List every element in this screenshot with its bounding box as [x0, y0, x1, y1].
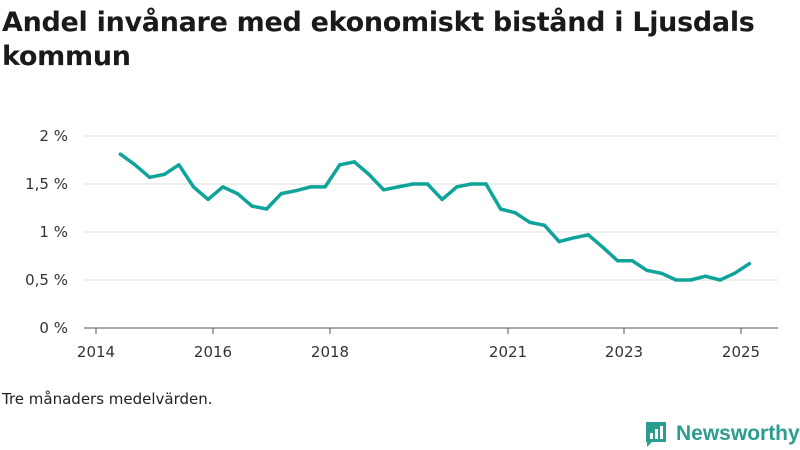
- y-tick-label: 0 %: [39, 319, 68, 337]
- data-point: [455, 185, 459, 189]
- y-tick-label: 1 %: [39, 223, 68, 241]
- data-point: [425, 182, 430, 186]
- data-point: [528, 220, 532, 225]
- chart-title: Andel invånare med ekonomiskt bistånd i …: [2, 7, 755, 72]
- data-point: [250, 204, 254, 208]
- brand-name: Newsworthy: [676, 422, 800, 445]
- y-tick-label: 1,5 %: [25, 175, 68, 193]
- data-point: [191, 185, 196, 189]
- newsworthy-logo-icon: [646, 422, 666, 447]
- data-point: [747, 262, 751, 266]
- data-point: [206, 197, 210, 202]
- x-tick-label: 2025: [722, 343, 760, 361]
- data-point: [367, 172, 371, 177]
- data-point: [411, 182, 415, 186]
- data-point: [440, 197, 444, 202]
- data-point: [323, 185, 327, 189]
- data-point: [630, 259, 634, 263]
- series-line: [118, 152, 752, 282]
- data-point: [513, 211, 517, 215]
- y-tick-label: 2 %: [39, 127, 68, 145]
- data-point: [601, 245, 605, 250]
- data-point: [221, 185, 225, 189]
- x-tick-label: 2014: [77, 343, 115, 361]
- data-point: [162, 172, 166, 177]
- data-point: [732, 271, 737, 275]
- data-point: [469, 182, 474, 186]
- data-point: [352, 160, 357, 164]
- data-point: [572, 236, 576, 240]
- x-tick-label: 2021: [489, 343, 527, 361]
- data-point: [689, 278, 693, 282]
- series-layer: [118, 152, 752, 282]
- data-point: [279, 191, 283, 196]
- y-axis: 0 % 0,5 % 1 % 1,5 % 2 %: [25, 127, 68, 337]
- data-point: [264, 207, 269, 211]
- y-tick-label: 0,5 %: [25, 271, 68, 289]
- data-point: [396, 185, 400, 189]
- data-point: [177, 163, 181, 167]
- data-point: [718, 278, 722, 282]
- data-point: [498, 207, 503, 211]
- x-tick-label: 2016: [194, 343, 232, 361]
- data-point: [133, 163, 137, 167]
- x-tick-label: 2018: [311, 343, 349, 361]
- data-point: [615, 259, 620, 263]
- data-point: [308, 185, 313, 189]
- data-point: [118, 152, 123, 156]
- data-point: [659, 271, 664, 275]
- data-point: [484, 182, 488, 186]
- footnote: Tre månaders medelvärden.: [2, 390, 213, 408]
- brand-logo: Newsworthy: [644, 420, 800, 448]
- data-point: [542, 223, 547, 227]
- data-point: [235, 191, 240, 196]
- data-point: [338, 163, 342, 167]
- data-point: [703, 274, 708, 278]
- data-point: [381, 188, 386, 192]
- data-point: [645, 268, 649, 273]
- data-point: [294, 189, 298, 193]
- x-axis: 2014 2016 2018 2021 2023 2025: [77, 327, 778, 361]
- gridlines: [84, 135, 778, 281]
- x-tick-label: 2023: [605, 343, 643, 361]
- data-point: [586, 233, 591, 237]
- data-point: [674, 278, 678, 282]
- data-point: [147, 175, 152, 179]
- data-point: [557, 239, 561, 244]
